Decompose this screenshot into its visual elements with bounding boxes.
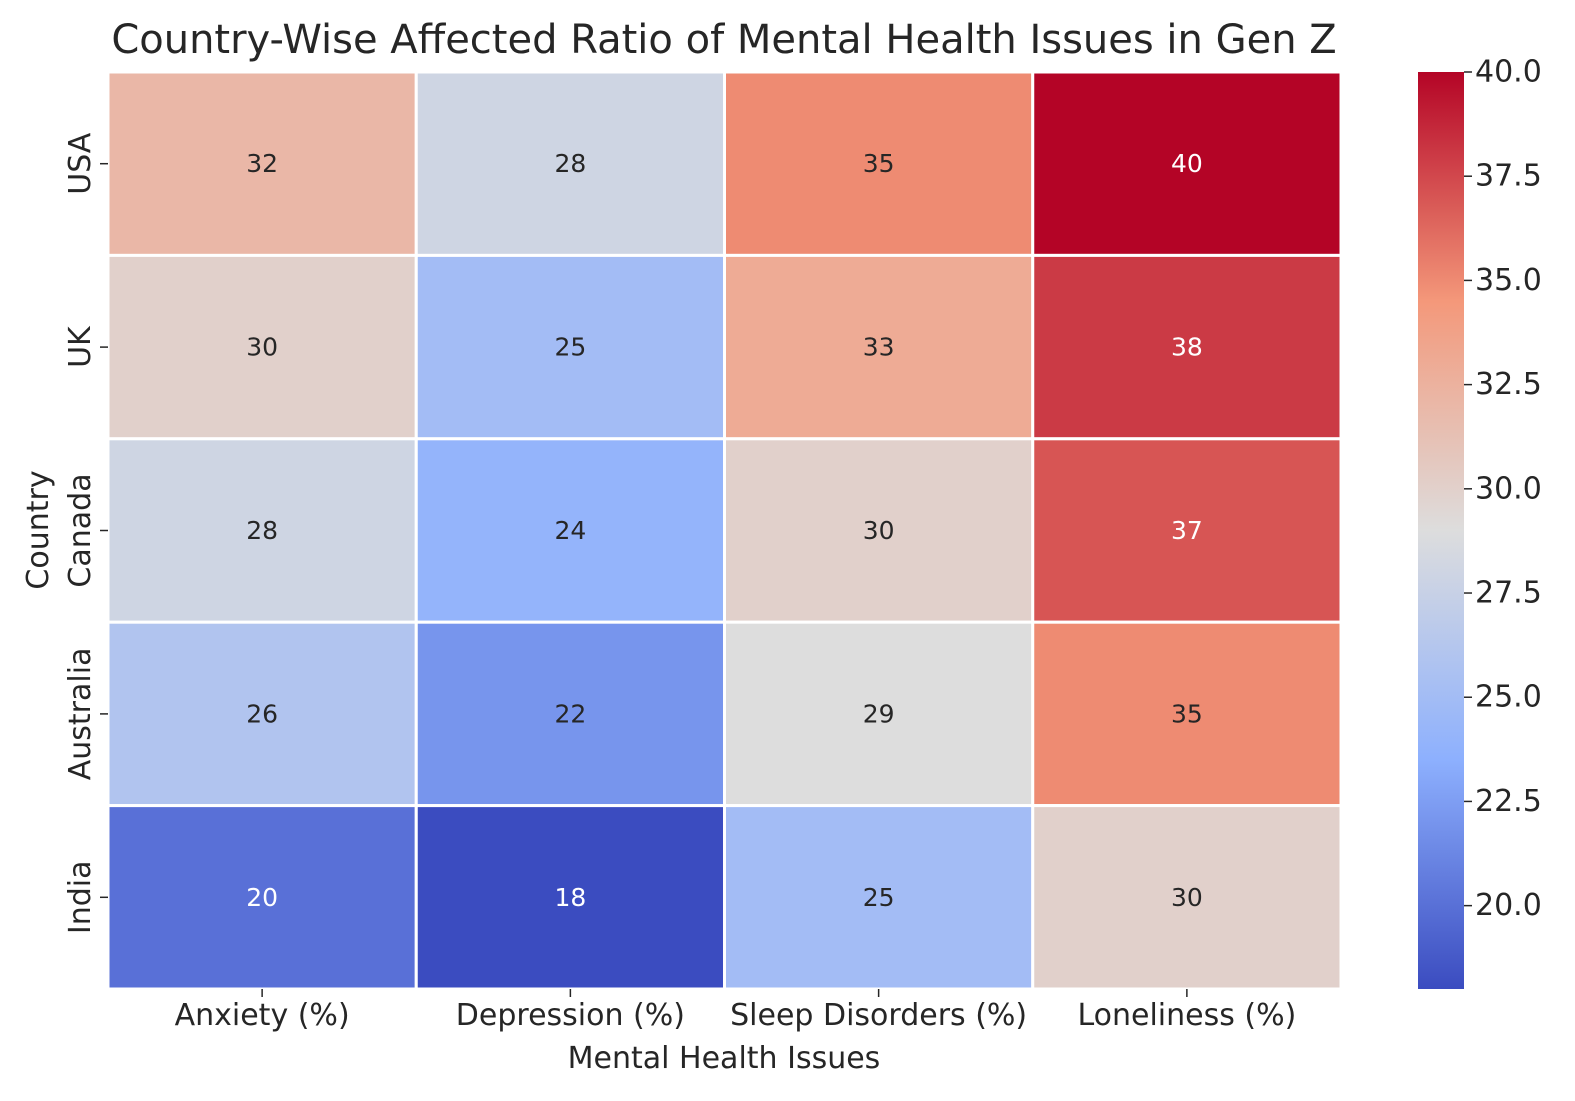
colorbar-tick-label: 40.0 bbox=[1475, 55, 1542, 90]
heatmap-cell bbox=[1031, 70, 1343, 257]
cell-value-label: 18 bbox=[554, 883, 586, 912]
heatmap-cell bbox=[414, 253, 726, 441]
x-axis-label: Mental Health Issues bbox=[568, 1041, 881, 1076]
colorbar-tick-label: 30.0 bbox=[1475, 471, 1542, 506]
cell-value-label: 25 bbox=[554, 333, 586, 362]
y-tick-label-india: India bbox=[63, 860, 98, 934]
heatmap-cell bbox=[414, 437, 726, 624]
cell-value-label: 24 bbox=[554, 516, 586, 545]
cell-value-label: 37 bbox=[1171, 516, 1203, 545]
y-axis: USA UK Canada Australia India bbox=[63, 132, 108, 934]
heatmap-cell bbox=[414, 804, 726, 991]
colorbar-gradient bbox=[1418, 72, 1464, 989]
colorbar-ticks: 20.0 22.5 25.0 27.5 30.0 32.5 35.0 37.5 40.0 bbox=[1464, 55, 1542, 923]
cell-value-label: 26 bbox=[246, 699, 278, 728]
cell-value-label: 30 bbox=[1171, 883, 1203, 912]
cell-value-label: 32 bbox=[246, 149, 278, 178]
cell-value-label: 40 bbox=[1171, 149, 1203, 178]
heatmap-cell bbox=[1031, 253, 1343, 441]
cell-value-label: 35 bbox=[863, 149, 895, 178]
x-axis: Anxiety (%) Depression (%) Sleep Disorders… bbox=[175, 989, 1296, 1033]
cell-value-label: 29 bbox=[863, 699, 895, 728]
cell-value-label: 35 bbox=[1171, 699, 1203, 728]
colorbar-tick-label: 20.0 bbox=[1475, 888, 1542, 923]
colorbar-tick-label: 37.5 bbox=[1475, 159, 1542, 194]
colorbar-tick-label: 35.0 bbox=[1475, 263, 1542, 298]
heatmap-cell bbox=[414, 70, 726, 257]
heatmap-cell bbox=[106, 70, 418, 257]
heatmap-cell bbox=[1031, 804, 1343, 991]
chart-title: Country-Wise Affected Ratio of Mental He… bbox=[111, 17, 1336, 63]
cell-value-label: 30 bbox=[246, 333, 278, 362]
x-tick-label-anxiety: Anxiety (%) bbox=[175, 998, 350, 1033]
heatmap-cell bbox=[723, 70, 1035, 257]
heatmap-cell bbox=[106, 253, 418, 441]
cell-value-label: 38 bbox=[1171, 333, 1203, 362]
y-tick-label-usa: USA bbox=[63, 132, 98, 195]
heatmap-cell bbox=[106, 620, 418, 808]
heatmap-cells bbox=[106, 70, 1343, 991]
cell-value-label: 33 bbox=[863, 333, 895, 362]
cell-value-label: 28 bbox=[554, 149, 586, 178]
heatmap-cell bbox=[414, 620, 726, 808]
heatmap-cell-labels: 32 28 35 40 30 25 33 38 28 24 30 37 26 22 29 35 20 18 25 30 bbox=[246, 149, 1203, 912]
y-axis-label: Country bbox=[21, 470, 56, 589]
x-tick-label-depression: Depression (%) bbox=[456, 998, 685, 1033]
cell-value-label: 25 bbox=[863, 883, 895, 912]
cell-value-label: 20 bbox=[246, 883, 278, 912]
cell-value-label: 22 bbox=[554, 699, 586, 728]
colorbar-tick-label: 22.5 bbox=[1475, 784, 1542, 819]
heatmap-cell bbox=[1031, 620, 1343, 808]
colorbar-tick-label: 32.5 bbox=[1475, 367, 1542, 402]
colorbar-tick-label: 25.0 bbox=[1475, 680, 1542, 715]
x-tick-label-sleep-disorders: Sleep Disorders (%) bbox=[730, 998, 1027, 1033]
colorbar-tick-label: 27.5 bbox=[1475, 576, 1542, 611]
heatmap-cell bbox=[723, 804, 1035, 991]
heatmap-cell bbox=[1031, 437, 1343, 624]
colorbar: 20.0 22.5 25.0 27.5 30.0 32.5 35.0 37.5 40.0 bbox=[1418, 55, 1542, 989]
cell-value-label: 28 bbox=[246, 516, 278, 545]
x-tick-label-loneliness: Loneliness (%) bbox=[1077, 998, 1296, 1033]
y-tick-label-uk: UK bbox=[63, 325, 98, 368]
y-tick-label-canada: Canada bbox=[63, 473, 98, 587]
y-tick-label-australia: Australia bbox=[63, 648, 98, 781]
cell-value-label: 30 bbox=[863, 516, 895, 545]
